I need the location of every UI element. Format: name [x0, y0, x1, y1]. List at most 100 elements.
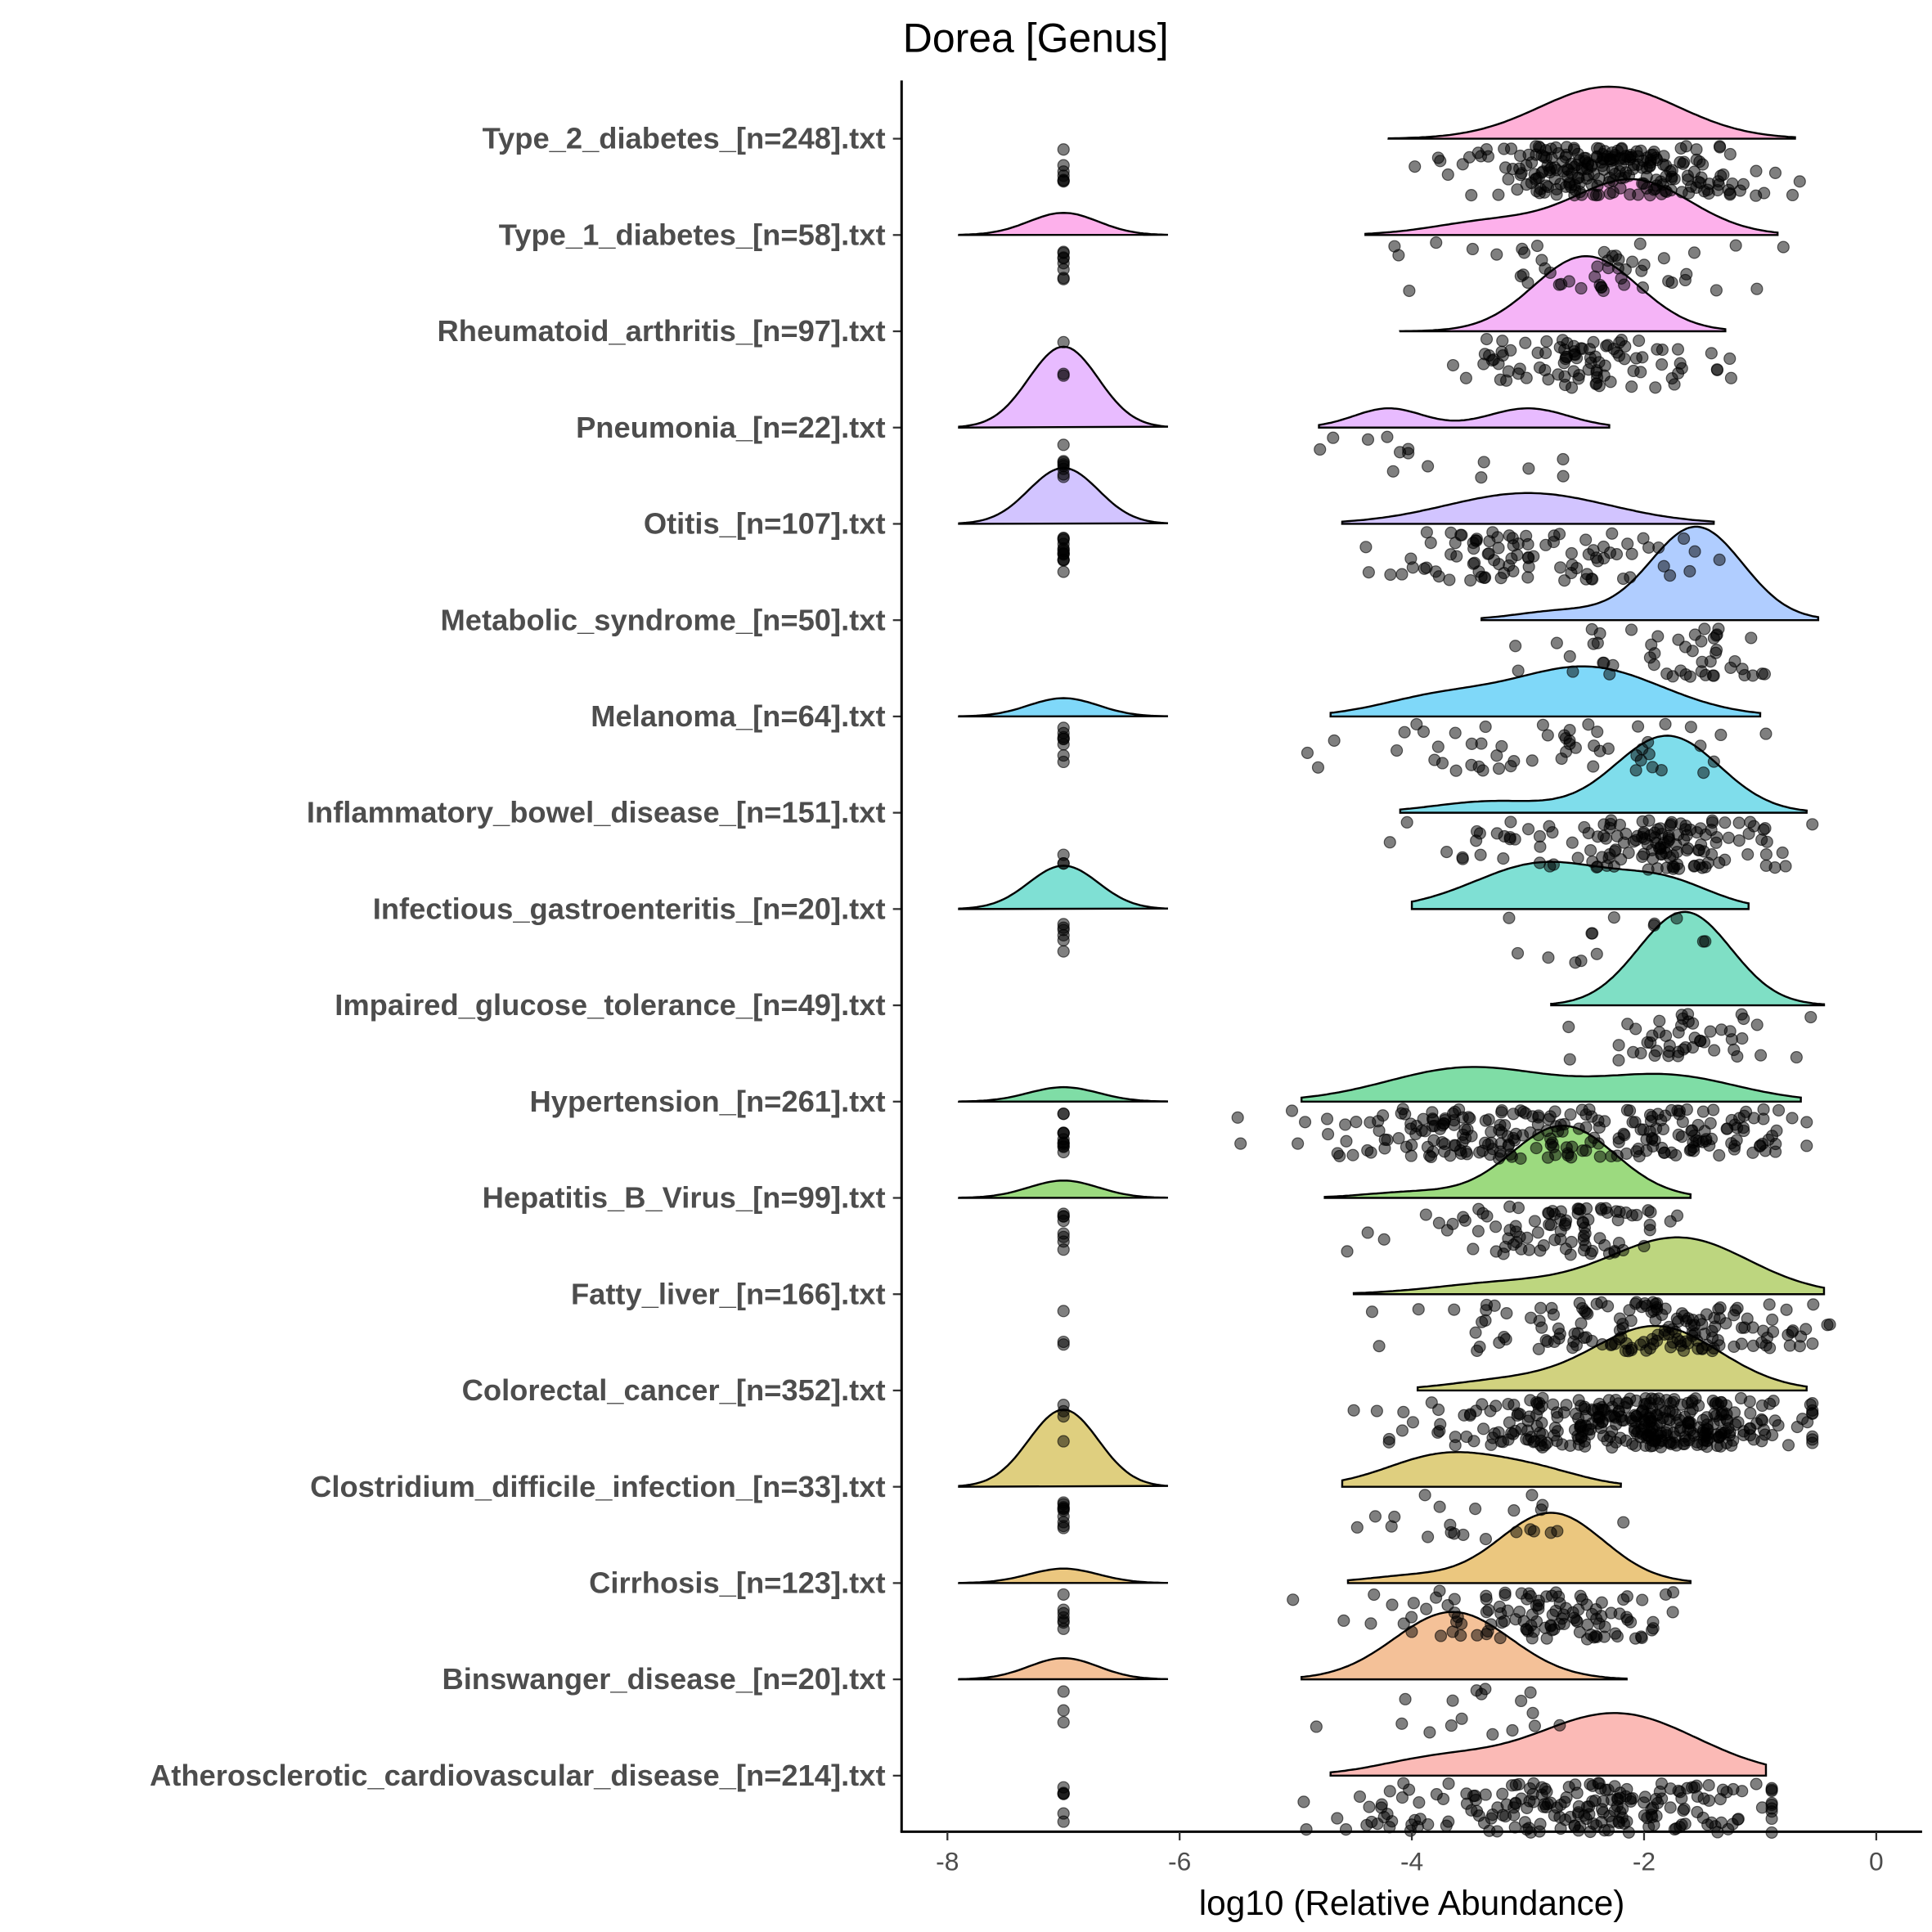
data-point [1442, 1777, 1455, 1790]
data-point [1448, 1118, 1461, 1131]
data-point [1683, 1417, 1696, 1431]
data-point [1686, 1124, 1699, 1137]
data-point [1545, 151, 1558, 164]
data-point [1759, 848, 1772, 861]
data-point [1337, 1614, 1350, 1627]
data-point [1446, 1107, 1460, 1121]
data-point [1760, 835, 1773, 848]
data-point [1455, 528, 1468, 541]
data-point [1524, 1686, 1537, 1699]
density-ridge [1399, 255, 1727, 333]
data-point [1588, 739, 1601, 753]
data-point [1620, 1434, 1633, 1447]
data-point [1431, 740, 1445, 753]
density-ridge [1341, 492, 1715, 525]
data-point [1737, 1425, 1750, 1438]
data-point [1592, 1777, 1605, 1790]
data-point [1459, 371, 1472, 384]
data-point [1647, 1622, 1660, 1635]
y-tick-label: Type_2_diabetes_[n=248].txt [483, 122, 886, 155]
data-point [1637, 532, 1650, 545]
data-point [1567, 365, 1580, 378]
data-point [1588, 1631, 1601, 1644]
y-axis-labels: Atherosclerotic_cardiovascular_disease_[… [150, 122, 902, 1792]
data-point [1666, 670, 1679, 683]
data-point [1415, 1124, 1428, 1137]
data-point [1655, 764, 1668, 777]
data-point [1593, 142, 1606, 155]
data-point [1706, 669, 1719, 682]
data-point [1536, 718, 1549, 731]
data-point [1311, 761, 1325, 774]
data-point-detection-limit [1057, 335, 1070, 348]
density-ridge-low [957, 1085, 1168, 1103]
data-point [1696, 1438, 1709, 1451]
data-point [1320, 1112, 1334, 1126]
data-point-detection-limit [1057, 933, 1070, 947]
data-point-detection-limit [1057, 456, 1070, 469]
data-point-detection-limit [1057, 1215, 1070, 1228]
data-point [1403, 284, 1416, 298]
data-point [1470, 532, 1483, 546]
data-point [1636, 281, 1650, 294]
data-point [1539, 1800, 1552, 1813]
data-point-detection-limit [1057, 1622, 1070, 1635]
data-point [1490, 248, 1503, 261]
data-point-detection-limit [1057, 1685, 1070, 1698]
x-tick-label: 0 [1869, 1846, 1884, 1876]
data-point [1449, 764, 1462, 777]
data-point-detection-limit [1057, 272, 1070, 285]
data-point [1620, 1590, 1633, 1603]
data-point [1570, 1786, 1584, 1799]
data-point [1597, 284, 1610, 298]
data-point [1658, 1328, 1671, 1341]
data-point [1489, 1220, 1503, 1233]
data-point [1314, 443, 1327, 456]
data-point [1671, 829, 1685, 842]
data-point [1310, 1720, 1323, 1733]
data-point [1534, 840, 1547, 853]
data-point [1660, 1394, 1673, 1407]
data-point [1665, 815, 1678, 829]
data-point [1471, 1344, 1484, 1358]
data-point [1485, 1812, 1498, 1825]
data-point [1534, 1439, 1548, 1452]
data-point [1629, 764, 1642, 777]
data-point [1571, 147, 1584, 160]
data-point [1410, 717, 1423, 731]
data-point [1732, 1813, 1745, 1826]
data-point [1608, 1804, 1621, 1817]
data-point [1677, 1344, 1690, 1357]
data-point [1732, 834, 1746, 847]
data-point [1597, 540, 1611, 554]
data-point-detection-limit [1057, 1611, 1070, 1624]
data-point [1448, 1606, 1461, 1620]
data-point [1520, 371, 1533, 384]
density-ridge-low [958, 1567, 1168, 1584]
data-point [1520, 529, 1533, 542]
data-point [1546, 826, 1559, 839]
density-ridge-low [958, 1657, 1168, 1681]
data-point-detection-limit [1057, 369, 1070, 382]
data-point-detection-limit [1057, 245, 1070, 258]
data-point [1475, 471, 1488, 484]
data-point [1714, 728, 1728, 742]
data-point [1586, 1795, 1599, 1808]
data-point [1605, 1149, 1618, 1163]
data-point-detection-limit [1057, 1704, 1070, 1717]
data-point [1485, 354, 1498, 367]
data-point [1564, 1108, 1577, 1121]
data-point [1657, 150, 1670, 163]
data-point [1301, 746, 1314, 759]
data-point [1598, 1620, 1611, 1633]
data-point-detection-limit [1057, 749, 1070, 762]
data-point [1542, 373, 1555, 386]
data-point [1719, 853, 1732, 866]
data-point [1339, 1823, 1353, 1836]
data-point [1557, 452, 1570, 465]
data-point [1643, 1396, 1656, 1409]
data-point [1800, 1116, 1813, 1129]
data-point [1806, 1436, 1819, 1449]
data-point [1548, 1422, 1561, 1435]
data-point [1690, 153, 1703, 166]
